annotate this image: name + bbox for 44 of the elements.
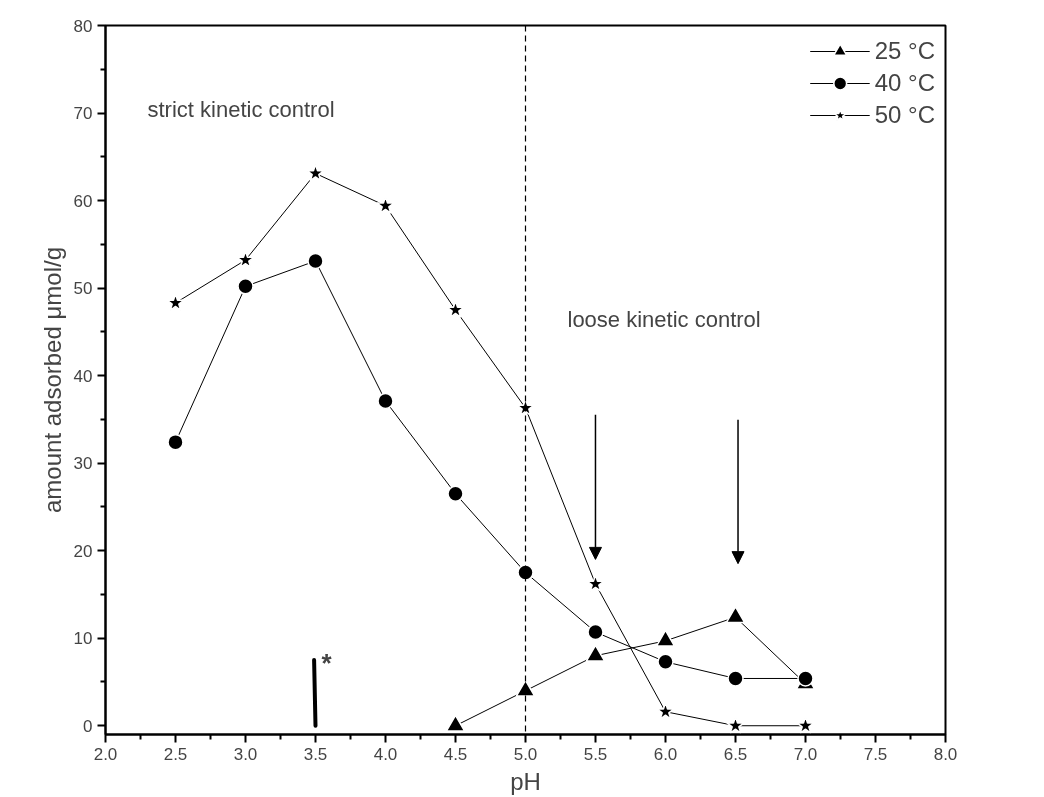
- y-tick-label: 40: [73, 366, 93, 386]
- x-tick-label: 4.5: [443, 744, 468, 764]
- annotation: loose kinetic control: [567, 306, 761, 332]
- x-tick-label: 5.0: [513, 744, 538, 764]
- point: [445, 714, 466, 732]
- point: [515, 679, 536, 697]
- y-tick-label: 80: [73, 16, 93, 36]
- x-tick-label: 8.0: [933, 744, 958, 764]
- y-tick-label: 70: [73, 104, 93, 124]
- x-tick-label: 2.0: [93, 744, 118, 764]
- point: [307, 252, 324, 270]
- x-tick-label: 2.5: [163, 744, 188, 764]
- x-tick-label: 7.0: [793, 744, 818, 764]
- y-tick-label: 50: [73, 279, 93, 299]
- legend-label: 25 °C: [874, 37, 935, 65]
- legend-label: 50 °C: [874, 101, 935, 129]
- y-tick-label: 30: [73, 454, 93, 474]
- y-tick-label: 0: [83, 716, 93, 736]
- point: [587, 623, 604, 641]
- point: [517, 564, 534, 581]
- annotation: strict kinetic control: [147, 96, 335, 122]
- point: [725, 606, 746, 624]
- legend-label: 40 °C: [874, 69, 935, 97]
- point: [377, 392, 394, 410]
- x-tick-label: 3.0: [233, 744, 258, 764]
- point: [167, 433, 184, 451]
- x-tick-label: 5.5: [583, 744, 608, 764]
- point: [585, 644, 606, 662]
- x-tick-label: 6.5: [723, 744, 748, 764]
- point: [657, 653, 674, 671]
- x-tick-label: 3.5: [303, 744, 328, 764]
- x-tick-label: 4.0: [373, 744, 398, 764]
- y-tick-label: 60: [73, 191, 93, 211]
- y-tick-label: 20: [73, 541, 93, 561]
- x-tick-label: 6.0: [653, 744, 678, 764]
- point: [727, 670, 744, 687]
- x-tick-label: 7.5: [863, 744, 888, 764]
- y-axis-title: amount adsorbed μmol/g: [38, 247, 66, 513]
- x-axis-title: pH: [510, 767, 541, 795]
- point: [237, 278, 254, 295]
- point: [655, 629, 676, 647]
- point: [447, 485, 464, 503]
- annotation: *: [321, 648, 333, 679]
- y-tick-label: 10: [73, 629, 93, 649]
